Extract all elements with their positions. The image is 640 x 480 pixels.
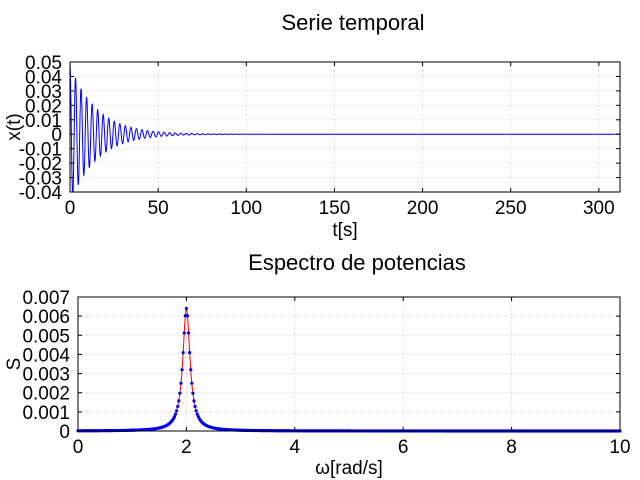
spectrum-data-point (192, 399, 196, 403)
y-tick-label: -0.02 (19, 154, 62, 175)
time-series-panel: Serie temporal 0 50 100 150 200 250 300 -0.04-… (4, 10, 621, 241)
x-tick-label: 0 (65, 198, 76, 219)
y-tick-label: -0.01 (19, 140, 62, 161)
x-tick-label: 300 (583, 198, 615, 219)
spectrum-data-point (181, 350, 185, 355)
power-spectrum-plot-area (76, 306, 622, 433)
time-series-grid (69, 61, 620, 193)
time-series-line (69, 64, 620, 193)
y-tick-label: 0.05 (25, 53, 62, 74)
spectrum-data-point (186, 331, 191, 335)
y-tick-label: 0.04 (25, 67, 62, 88)
y-tick-label: -0.04 (19, 183, 63, 204)
spectrum-data-point (182, 331, 186, 335)
spectrum-data-point (175, 409, 179, 413)
x-tick-label: 10 (609, 437, 630, 458)
y-tick-label: 0.006 (22, 307, 70, 328)
x-tick-label: 2 (181, 437, 192, 458)
x-tick-label: 100 (230, 198, 262, 219)
x-tick-label: 150 (319, 198, 351, 219)
spectrum-data-point (193, 404, 197, 409)
spectrum-data-point (180, 368, 184, 372)
y-tick-label: 0.01 (25, 111, 62, 132)
spectrum-data-point (184, 306, 188, 311)
y-tick-label: 0.002 (22, 384, 70, 405)
y-tick-label: 0 (51, 125, 62, 146)
power-spectrum-x-ticks: 0 2 4 6 8 10 (73, 297, 631, 458)
spectrum-data-point (185, 314, 190, 318)
power-spectrum-grid (77, 296, 621, 432)
power-spectrum-x-axis-label: ω[rad/s] (315, 458, 383, 479)
x-tick-label: 6 (398, 437, 409, 458)
y-tick-label: 0.02 (25, 96, 62, 117)
y-tick-label: 0 (59, 422, 70, 443)
spectrum-fit-line (78, 306, 620, 432)
y-tick-label: 0.007 (22, 288, 70, 309)
spectrum-data-point (172, 415, 177, 419)
spectrum-data-point (191, 391, 195, 395)
y-tick-label: 0.005 (22, 326, 70, 347)
spectrum-markers-series (76, 306, 622, 433)
spectrum-data-point (177, 399, 181, 403)
spectrum-data-point (190, 381, 194, 385)
power-spectrum-title: Espectro de potencias (248, 250, 466, 275)
power-spectrum-y-axis-label: S (4, 358, 25, 371)
time-series-y-ticks: -0.04-0.03-0.02-0.0100.010.020.030.040.0… (19, 53, 620, 204)
time-series-axes-frame (69, 61, 621, 193)
time-series-title: Serie temporal (281, 10, 424, 35)
time-series-y-axis-label: x(t) (4, 113, 25, 140)
y-tick-label: 0.001 (22, 403, 70, 424)
y-tick-label: -0.03 (19, 169, 62, 190)
power-spectrum-axes-frame (77, 296, 621, 432)
x-tick-label: 0 (73, 437, 84, 458)
time-series-plot-area (69, 64, 620, 193)
spectrum-data-point (194, 409, 198, 413)
x-tick-label: 50 (148, 198, 169, 219)
x-tick-label: 200 (407, 198, 439, 219)
time-series-x-axis-label: t[s] (332, 220, 357, 241)
x-tick-label: 250 (495, 198, 527, 219)
spectrum-data-point (173, 412, 178, 416)
y-tick-label: 0.004 (22, 345, 70, 366)
y-tick-label: 0.03 (25, 82, 62, 103)
spectrum-data-point (179, 381, 183, 385)
spectrum-data-point (188, 350, 192, 355)
y-tick-label: 0.003 (22, 365, 70, 386)
spectrum-data-point (189, 368, 193, 372)
power-spectrum-panel: Espectro de potencias 0 2 4 6 8 10 00.0010.00… (4, 250, 631, 479)
spectrum-data-point (195, 412, 199, 416)
spectrum-data-point (176, 404, 180, 409)
spectrum-data-point (178, 391, 182, 395)
x-tick-label: 8 (506, 437, 517, 458)
time-series-x-ticks: 0 50 100 150 200 250 300 (65, 62, 615, 219)
x-tick-label: 4 (290, 437, 301, 458)
